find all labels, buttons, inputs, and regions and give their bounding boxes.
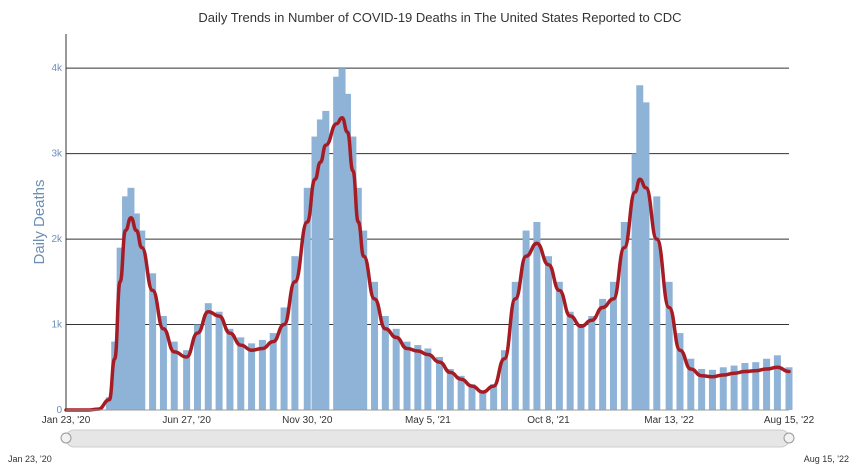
bar [773, 355, 781, 410]
x-tick-label: May 5, '21 [405, 415, 451, 426]
bar [183, 350, 191, 410]
navigator-handle-right[interactable] [783, 432, 795, 444]
y-tick-label: 4k [51, 63, 63, 74]
x-tick-label: Jun 27, '20 [162, 415, 211, 426]
navigator-handle-left[interactable] [60, 432, 72, 444]
bar [226, 328, 234, 410]
bar [159, 316, 167, 410]
bar [446, 368, 454, 410]
navigator-track[interactable] [65, 429, 790, 448]
bar [392, 328, 400, 410]
y-tick-label: 0 [56, 405, 62, 416]
bar [343, 93, 351, 411]
bar [360, 230, 368, 410]
bar [687, 358, 695, 410]
bar [248, 343, 256, 410]
bar [588, 316, 596, 410]
bar [424, 348, 432, 410]
bar [653, 196, 661, 410]
bar [111, 341, 119, 410]
y-tick-label: 3k [51, 149, 63, 160]
bar [636, 85, 644, 410]
y-tick-label: 2k [51, 234, 63, 245]
gridlines [66, 67, 789, 326]
bar [511, 281, 519, 410]
bar [763, 358, 771, 410]
navigator[interactable]: Jan 23, '20 Aug 15, '22 [8, 429, 849, 464]
bar [500, 350, 508, 410]
navigator-end-label: Aug 15, '22 [804, 454, 849, 464]
bar [116, 247, 124, 410]
bar [468, 384, 476, 410]
bar [741, 363, 749, 410]
bar [785, 367, 793, 410]
bar [676, 333, 684, 410]
bar [349, 136, 357, 410]
bar [333, 76, 341, 411]
bar [132, 213, 140, 410]
bar [631, 153, 639, 411]
bar [555, 281, 563, 410]
bar [354, 187, 362, 410]
bar [127, 187, 135, 410]
bar [122, 196, 130, 410]
bar [316, 119, 324, 411]
bar [403, 341, 411, 410]
x-tick-labels: Jan 23, '20 Jun 27, '20 Nov 30, '20 May 5, … [42, 415, 815, 426]
bar [258, 339, 266, 410]
bar [522, 230, 530, 410]
bar [698, 368, 706, 410]
bar [237, 337, 245, 410]
bar [291, 256, 299, 410]
bar [138, 230, 146, 410]
bar [311, 136, 319, 410]
bar [577, 324, 585, 410]
bar [566, 311, 574, 410]
bar [435, 357, 443, 410]
x-tick-label: Mar 13, '22 [644, 415, 694, 426]
bar [708, 369, 716, 410]
x-tick-label: Oct 8, '21 [527, 415, 570, 426]
bar [322, 110, 330, 410]
y-tick-labels: 0 1k 2k 3k 4k [51, 63, 63, 416]
daily-bars [94, 68, 793, 411]
bar [642, 102, 650, 410]
bar [338, 68, 346, 410]
bar [609, 281, 617, 410]
bar [105, 397, 113, 410]
bar [381, 316, 389, 410]
bar [204, 303, 212, 410]
bar [149, 273, 157, 410]
bar [533, 222, 541, 410]
bar [303, 187, 311, 410]
bar [371, 281, 379, 410]
average-line [64, 115, 791, 412]
bar [752, 362, 760, 410]
bar [280, 307, 288, 410]
bar [193, 324, 201, 410]
bar [545, 256, 553, 410]
bar [490, 384, 498, 410]
bar [414, 345, 422, 410]
bar [620, 222, 628, 410]
bar [170, 341, 178, 410]
y-axis-label: Daily Deaths [31, 179, 48, 264]
bar [269, 333, 277, 410]
chart-title: Daily Trends in Number of COVID-19 Death… [198, 10, 681, 25]
navigator-start-label: Jan 23, '20 [8, 454, 52, 464]
bar [719, 367, 727, 410]
x-tick-label: Aug 15, '22 [764, 415, 815, 426]
bar [665, 281, 673, 410]
bar [479, 391, 487, 410]
x-tick-label: Jan 23, '20 [42, 415, 91, 426]
x-tick-label: Nov 30, '20 [282, 415, 333, 426]
bar [215, 311, 223, 410]
bar [599, 298, 607, 410]
bar [730, 365, 738, 410]
bar [457, 375, 465, 410]
y-tick-label: 1k [51, 320, 63, 331]
